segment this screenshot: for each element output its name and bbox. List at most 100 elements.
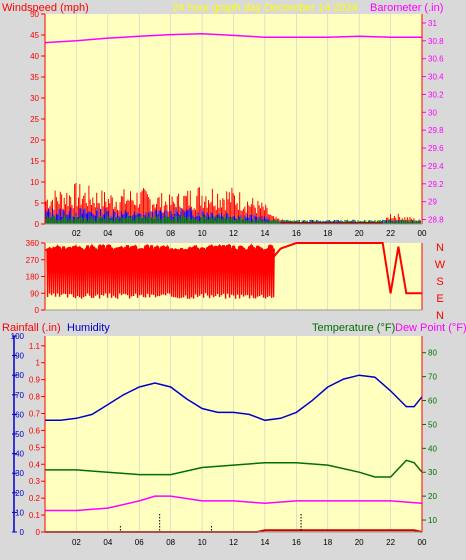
x-tick-label: 18	[323, 229, 332, 238]
series-line-humidity	[45, 374, 423, 422]
y-tick-label-rainfall: 0.6	[29, 426, 41, 435]
y-tick-label-barometer: 30.2	[428, 90, 444, 99]
y-tick-label-temperature: 40	[428, 444, 437, 453]
x-tick-label: 22	[386, 538, 395, 547]
y-tick-label-direction: 0	[35, 306, 40, 315]
y-tick-label-windspeed: 50	[30, 10, 39, 19]
x-tick-label: 04	[103, 538, 112, 547]
series-line-direction	[272, 242, 422, 295]
x-tick-label: 20	[355, 229, 364, 238]
x-tick-label: 02	[72, 538, 81, 547]
chart-layer: 0510152025303540455028.82929.229.429.629…	[11, 10, 446, 547]
y-tick-label-rainfall: 0.4	[29, 460, 41, 469]
y-tick-label-windspeed: 30	[30, 94, 39, 103]
x-tick-label: 12	[229, 538, 238, 547]
temperature-label: Temperature (°F)	[312, 322, 395, 334]
y-tick-label-windspeed: 0	[35, 220, 40, 229]
y-tick-label-humidity: 10	[15, 508, 24, 517]
y-tick-label-rainfall: 0.5	[29, 443, 41, 452]
y-tick-label-windspeed: 25	[30, 115, 39, 124]
y-tick-label-direction: 180	[26, 273, 40, 282]
compass-label: N	[436, 310, 444, 322]
x-tick-label: 06	[135, 229, 144, 238]
windspeed-label: Windspeed (mph)	[2, 2, 89, 14]
y-tick-label-humidity: 80	[15, 371, 24, 380]
y-tick-label-humidity: 0	[20, 528, 25, 537]
series-line-dewpoint	[45, 495, 423, 512]
x-tick-label: 02	[72, 229, 81, 238]
y-tick-label-rainfall: 0	[36, 528, 41, 537]
x-tick-label: 22	[386, 229, 395, 238]
y-tick-label-humidity: 50	[15, 430, 24, 439]
y-tick-label-rainfall: 1	[36, 359, 41, 368]
compass-label: E	[436, 293, 443, 305]
y-tick-label-temperature: 60	[428, 397, 437, 406]
y-tick-label-direction: 270	[26, 256, 40, 265]
y-tick-label-windspeed: 45	[30, 31, 39, 40]
y-tick-label-barometer: 30.6	[428, 55, 444, 64]
y-tick-label-windspeed: 5	[35, 199, 40, 208]
series-line-temperature	[45, 459, 423, 478]
y-tick-label-barometer: 29.4	[428, 162, 444, 171]
compass-label: S	[436, 276, 443, 288]
compass-label: W	[435, 259, 446, 271]
y-tick-label-barometer: 29	[428, 198, 437, 207]
y-tick-label-windspeed: 20	[30, 136, 39, 145]
y-tick-label-humidity: 40	[15, 450, 24, 459]
y-tick-label-windspeed: 15	[30, 157, 39, 166]
y-tick-label-temperature: 50	[428, 420, 437, 429]
y-tick-label-barometer: 29.8	[428, 126, 444, 135]
x-tick-label: 00	[418, 538, 427, 547]
x-tick-label: 14	[260, 538, 269, 547]
y-tick-label-windspeed: 35	[30, 73, 39, 82]
graph-title: 24 hour graph day December 14 2024	[172, 2, 358, 14]
x-tick-label: 12	[229, 229, 238, 238]
y-tick-label-humidity: 100	[11, 332, 25, 341]
y-tick-label-temperature: 20	[428, 492, 437, 501]
y-tick-label-rainfall: 0.3	[29, 477, 41, 486]
y-tick-label-windspeed: 40	[30, 52, 39, 61]
x-tick-label: 08	[166, 538, 175, 547]
series-line-barometer	[44, 32, 422, 44]
y-tick-label-temperature: 80	[428, 349, 437, 358]
y-tick-label-humidity: 30	[15, 469, 24, 478]
y-tick-label-barometer: 30.8	[428, 37, 444, 46]
y-tick-label-temperature: 70	[428, 373, 437, 382]
x-tick-label: 16	[292, 229, 301, 238]
compass-label: N	[436, 242, 444, 254]
y-tick-label-rainfall: 0.8	[29, 393, 41, 402]
barometer-label: Barometer (.in)	[370, 2, 443, 14]
y-tick-label-rainfall: 0.1	[29, 511, 41, 520]
y-tick-label-humidity: 70	[15, 391, 24, 400]
direction-dense-trace	[44, 243, 275, 299]
y-tick-label-rainfall: 0.9	[29, 376, 41, 385]
x-tick-label: 14	[260, 229, 269, 238]
x-tick-label: 18	[323, 538, 332, 547]
y-tick-label-barometer: 30	[428, 108, 437, 117]
y-tick-label-rainfall: 1.1	[29, 342, 41, 351]
y-tick-label-direction: 360	[26, 239, 40, 248]
y-tick-label-barometer: 31	[428, 19, 437, 28]
y-tick-label-barometer: 29.6	[428, 144, 444, 153]
y-tick-label-direction: 90	[30, 289, 39, 298]
y-tick-label-rainfall: 0.7	[29, 410, 41, 419]
rainfall-label: Rainfall (.in)	[2, 322, 61, 334]
y-tick-label-humidity: 20	[15, 489, 24, 498]
x-tick-label: 10	[198, 538, 207, 547]
x-tick-label: 20	[355, 538, 364, 547]
x-tick-label: 10	[198, 229, 207, 238]
y-tick-label-temperature: 30	[428, 468, 437, 477]
x-tick-label: 16	[292, 538, 301, 547]
x-tick-label: 06	[135, 538, 144, 547]
y-tick-label-barometer: 30.4	[428, 73, 444, 82]
humidity-label: Humidity	[67, 322, 110, 334]
x-tick-label: 04	[103, 229, 112, 238]
y-tick-label-rainfall: 0.2	[29, 494, 41, 503]
y-tick-label-windspeed: 10	[30, 178, 39, 187]
dewpoint-label: Dew Point (°F)	[395, 322, 466, 334]
y-tick-label-humidity: 60	[15, 410, 24, 419]
x-tick-label: 08	[166, 229, 175, 238]
y-tick-label-barometer: 29.2	[428, 180, 444, 189]
